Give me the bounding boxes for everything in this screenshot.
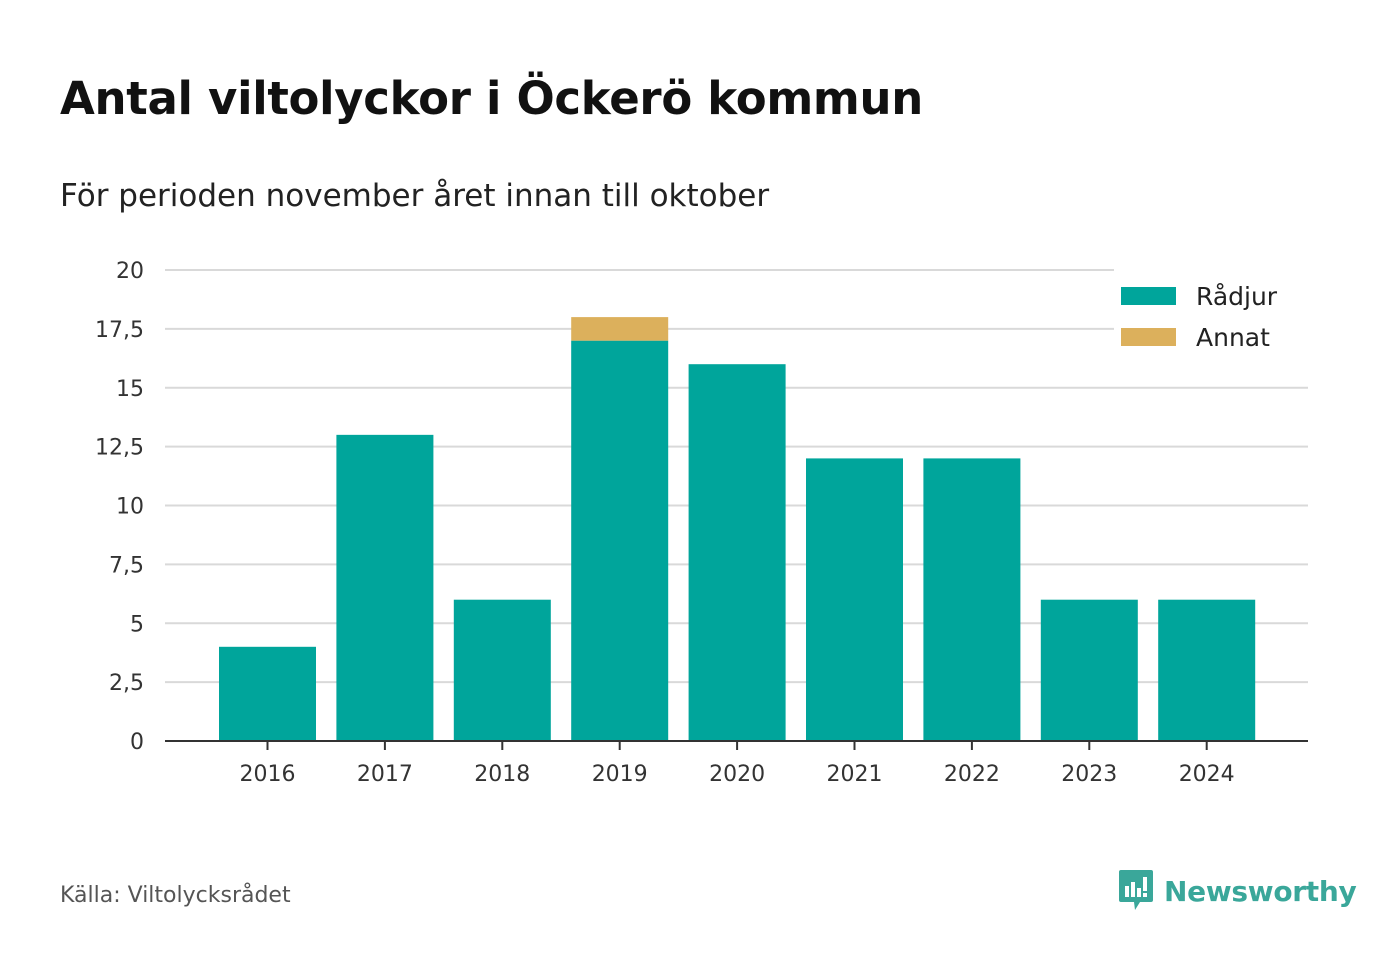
legend-swatch bbox=[1121, 287, 1176, 305]
bars bbox=[219, 317, 1256, 741]
brand-logo: Newsworthy bbox=[1118, 868, 1357, 914]
legend-label: Rådjur bbox=[1196, 282, 1278, 311]
legend-swatch bbox=[1121, 328, 1176, 346]
x-tick-label: 2023 bbox=[1061, 762, 1117, 787]
x-tick-label: 2016 bbox=[240, 762, 296, 787]
chart-subtitle: För perioden november året innan till ok… bbox=[60, 178, 770, 214]
y-tick-label: 0 bbox=[130, 730, 144, 755]
y-axis-tick-labels: 0 2,5 5 7,5 10 12,5 15 17,5 20 bbox=[95, 259, 144, 755]
legend: Rådjur Annat bbox=[1114, 269, 1308, 360]
y-tick-label: 17,5 bbox=[95, 318, 144, 343]
x-tick-label: 2020 bbox=[709, 762, 765, 787]
bar-r-djur-2022 bbox=[923, 458, 1021, 741]
bar-r-djur-2020 bbox=[688, 364, 786, 741]
y-tick-label: 12,5 bbox=[95, 436, 144, 461]
y-tick-label: 5 bbox=[130, 612, 144, 637]
y-tick-label: 2,5 bbox=[109, 671, 144, 696]
x-tick-label: 2021 bbox=[827, 762, 883, 787]
x-tick-label: 2019 bbox=[592, 762, 648, 787]
bar-r-djur-2024 bbox=[1158, 599, 1256, 741]
x-axis: 2016 2017 2018 2019 2020 2021 2022 2023 2024 bbox=[240, 741, 1235, 787]
x-tick-label: 2017 bbox=[357, 762, 413, 787]
source-note: Källa: Viltolycksrådet bbox=[60, 883, 291, 908]
x-tick-label: 2018 bbox=[474, 762, 530, 787]
bar-r-djur-2017 bbox=[336, 434, 434, 741]
y-tick-label: 7,5 bbox=[109, 553, 144, 578]
bar-r-djur-2018 bbox=[453, 599, 551, 741]
bar-r-djur-2016 bbox=[219, 646, 316, 741]
x-tick-label: 2024 bbox=[1179, 762, 1235, 787]
bar-annat-2019 bbox=[571, 317, 669, 341]
bar-r-djur-2019 bbox=[571, 340, 669, 741]
legend-label: Annat bbox=[1196, 323, 1270, 352]
chart-title: Antal viltolyckor i Öckerö kommun bbox=[60, 72, 923, 125]
bar-r-djur-2023 bbox=[1040, 599, 1138, 741]
y-tick-label: 10 bbox=[116, 495, 144, 520]
bar-chart-speech-bubble-icon bbox=[1119, 870, 1153, 910]
y-tick-label: 20 bbox=[116, 259, 144, 284]
x-tick-label: 2022 bbox=[944, 762, 1000, 787]
bar-r-djur-2021 bbox=[806, 458, 903, 741]
y-tick-label: 15 bbox=[116, 377, 144, 402]
brand-name: Newsworthy bbox=[1164, 874, 1357, 908]
